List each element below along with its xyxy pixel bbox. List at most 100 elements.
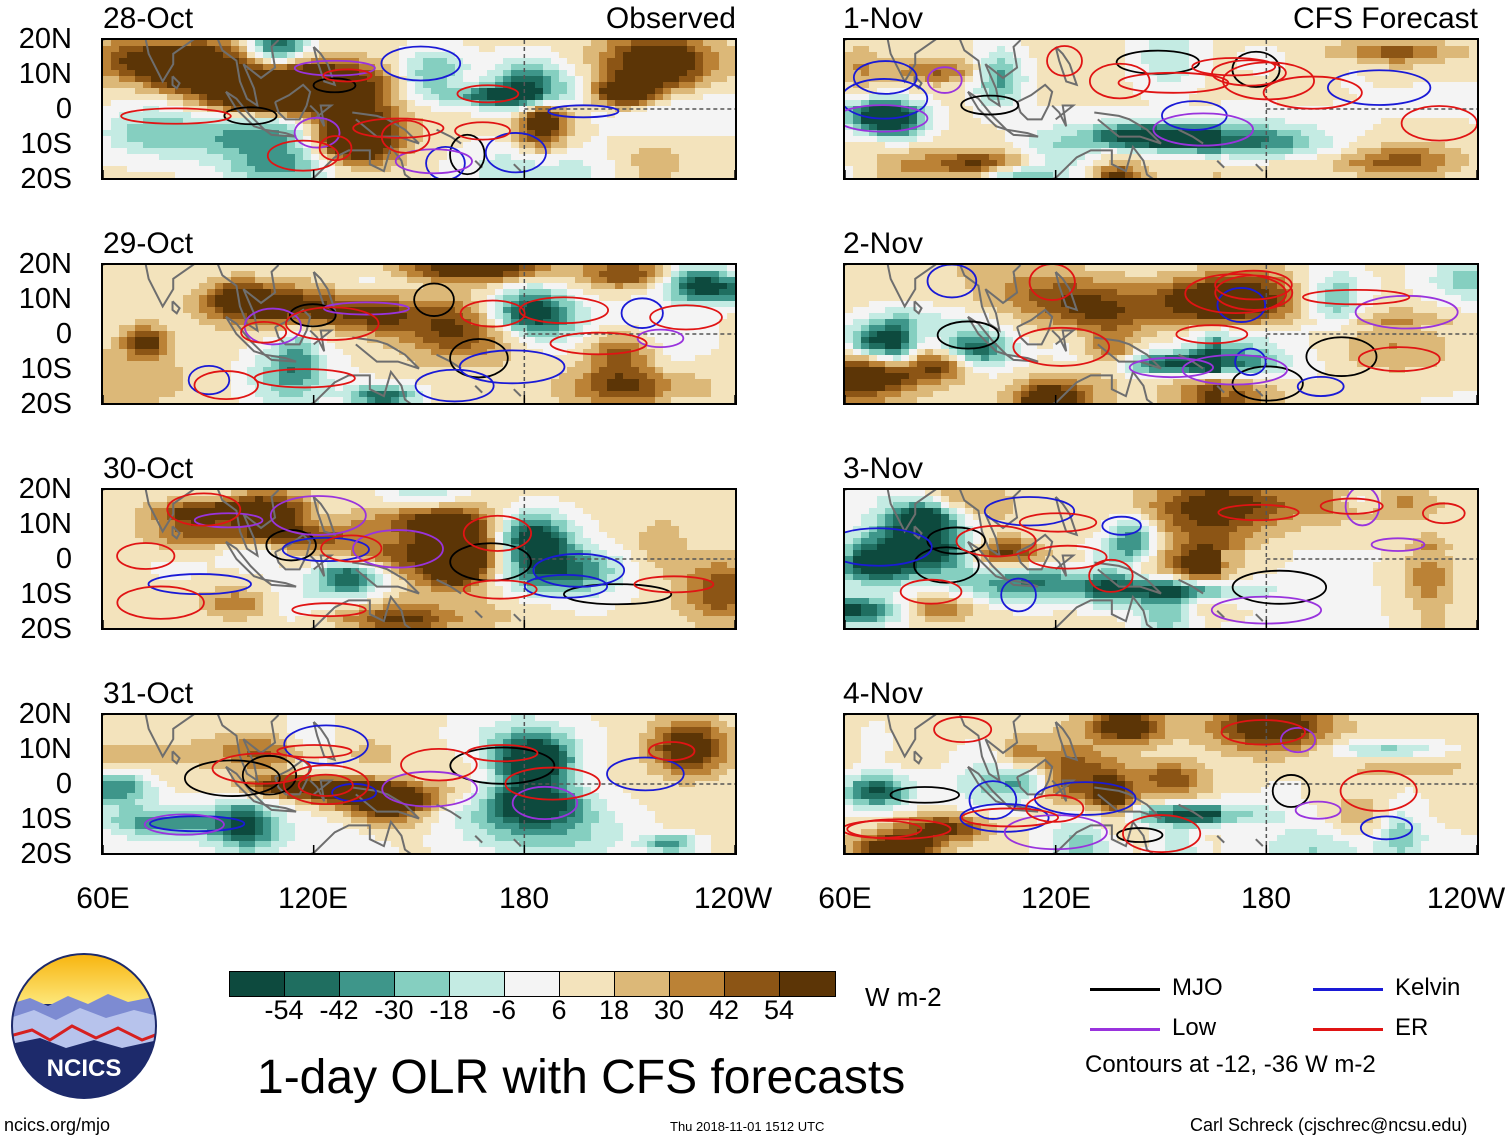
olr-map [103,40,735,178]
footer-url[interactable]: ncics.org/mjo [4,1115,111,1135]
contour-low [1152,112,1254,147]
contour-er [462,514,532,552]
colorbar-swatch [285,972,340,996]
units-label: W m-2 [865,982,942,1012]
panel-date-label: 3-Nov [843,452,924,485]
legend-label-er: ER [1395,1014,1429,1041]
coastline [1255,838,1264,847]
coastline [1094,336,1162,370]
contour-low [143,813,225,836]
contour-kelvin [606,756,685,792]
contour-mjo [449,338,509,379]
contour-er [933,716,993,744]
contour-er [955,524,1037,558]
colorbar-swatch [615,972,670,996]
coastline [513,613,522,622]
contour-mjo [1271,774,1311,808]
colorbar-tick-label: -18 [429,995,469,1025]
footer-timestamp: Thu 2018-11-01 1512 UTC [670,1119,825,1134]
coastline [1016,83,1054,121]
x-tick-label: 120W [1426,882,1506,915]
coastline [310,144,412,178]
colorbar-swatch [340,972,395,996]
contour-low [293,59,376,77]
y-tick-label: 20N [18,23,72,55]
contour-mjo [936,320,1000,350]
contour-er [456,84,520,104]
contour-er [549,331,648,356]
x-tick-label: 120E [277,882,349,915]
contour-low [926,66,963,94]
contour-er [1184,273,1288,315]
contour-mjo [223,106,278,126]
x-tick-label: 120E [1020,882,1092,915]
contour-kelvin [149,815,246,833]
colorbar-swatch [505,972,560,996]
coastline [352,786,420,820]
contour-mjo [926,526,986,555]
map-panel [101,713,737,855]
contour-er [462,579,538,600]
contour-er [1217,503,1300,522]
panel-date-label: 29-Oct [103,227,194,260]
coastline [352,336,420,370]
contour-er [504,766,601,801]
map-panel [843,713,1479,855]
contour-mjo [913,546,980,584]
olr-field [103,265,735,403]
coastline [103,265,195,309]
contour-er [400,747,478,782]
coastline [1255,613,1264,622]
coastline [1216,610,1225,619]
coastline [1016,308,1054,346]
coastline [274,83,312,121]
coastline [1094,786,1162,820]
coastline [312,496,337,537]
coastline [1052,369,1154,403]
contour-kelvin [547,104,620,119]
y-tick-label: 10S [20,128,72,160]
coastline [171,525,181,540]
coastline [959,40,1022,108]
page-title: 1-day OLR with CFS forecasts [257,1051,906,1104]
contour-note: Contours at -12, -36 W m-2 [1085,1051,1376,1078]
coastline [1051,554,1077,577]
contour-kelvin [1000,577,1037,613]
contour-er [193,370,259,401]
contour-low [193,512,264,529]
contour-er [318,135,353,162]
contour-low [636,328,685,349]
contour-low [1344,490,1381,527]
contour-er [1400,105,1477,142]
contour-low [1354,294,1459,330]
coastline [171,300,181,315]
panel-date-label: 30-Oct [103,452,194,485]
coastline [513,838,522,847]
coastline [171,750,181,765]
contour-kelvin [1234,347,1267,377]
coastline [1178,578,1204,595]
coastline [309,779,335,802]
footer-author: Carl Schreck (cjschrec@ncsu.edu) [1190,1115,1468,1135]
contour-er [320,534,383,563]
contour-kelvin [147,573,252,596]
colorbar-swatch [670,972,725,996]
coastline [263,353,297,363]
contour-er [211,752,312,785]
y-tick-label: 20S [20,838,72,870]
contour-low [293,116,341,149]
y-tick-label: 20N [18,248,72,280]
coastline [845,715,937,759]
contour-kelvin [845,78,929,120]
contour-er [1028,265,1076,301]
coastline [474,835,483,844]
y-tick-label: 10S [20,353,72,385]
contour-er [276,744,353,759]
contour-kelvin [283,724,369,765]
coastline [1005,578,1039,588]
contour-kelvin [380,45,462,82]
contour-mjo [1305,336,1378,377]
panel-date-label: 1-Nov [843,2,924,35]
contour-er [1117,71,1230,94]
coastline [959,490,1022,558]
